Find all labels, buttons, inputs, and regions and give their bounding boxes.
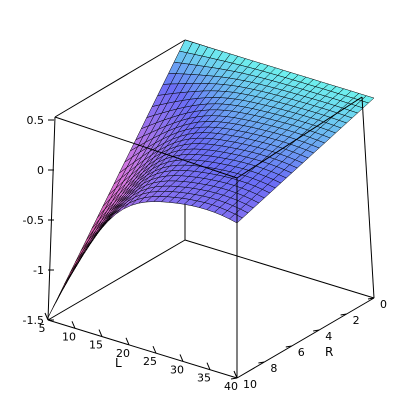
- box-edge-top-back-r: [54, 39, 186, 118]
- x-axis-label: L: [115, 356, 122, 370]
- y-tick-mark: [230, 377, 238, 380]
- box-edge-floor-front-r: [236, 297, 375, 379]
- y-axis-ticks: 0 2 4 6 8 10: [230, 297, 387, 391]
- x-tick-label: 35: [197, 372, 211, 385]
- x-tick-mark: [44, 312, 49, 321]
- y-tick-mark: [340, 313, 347, 316]
- plot-box-front: [47, 96, 375, 379]
- y-tick-label: 8: [270, 362, 277, 375]
- x-tick-label: 20: [116, 347, 130, 360]
- y-tick-label: 6: [298, 346, 305, 359]
- z-tick-label: -1: [33, 264, 44, 277]
- y-tick-label: 2: [353, 314, 360, 327]
- x-axis-ticks: 5 10 15 20 25 30 35 40: [39, 312, 238, 393]
- x-tick-label: 15: [89, 339, 103, 352]
- box-edge-top-front-l: [54, 116, 238, 179]
- y-tick-label: 0: [380, 298, 387, 311]
- x-tick-label: 30: [170, 363, 184, 376]
- y-tick-label: 10: [243, 378, 257, 391]
- x-tick-mark: [179, 354, 184, 362]
- x-tick-mark: [233, 370, 238, 379]
- x-tick-mark: [125, 337, 130, 346]
- y-tick-mark: [367, 297, 375, 300]
- z-tick-label: 0: [37, 164, 44, 177]
- z-tick-label: 0.5: [27, 114, 45, 127]
- surface-mesh: [47, 39, 375, 318]
- box-edge-front-right: [361, 96, 375, 299]
- x-tick-label: 25: [143, 355, 157, 368]
- x-tick-label: 40: [224, 380, 238, 393]
- box-edge-back-floor-l: [184, 239, 375, 299]
- x-tick-mark: [71, 321, 76, 329]
- z-tick-label: -1.5: [23, 314, 44, 327]
- box-edge-top-front-r: [236, 96, 363, 179]
- y-tick-label: 4: [325, 330, 332, 343]
- z-tick-label: -0.5: [23, 214, 44, 227]
- y-tick-mark: [285, 345, 292, 348]
- x-tick-mark: [206, 362, 211, 370]
- x-tick-label: 10: [62, 330, 76, 343]
- x-tick-mark: [152, 345, 157, 354]
- box-edge-front-left: [47, 116, 56, 321]
- y-tick-mark: [258, 361, 265, 364]
- box-edge-floor-front-l: [47, 319, 238, 379]
- z-axis-ticks: 0.5 0 -0.5 -1 -1.5: [23, 114, 54, 327]
- x-tick-mark: [98, 329, 103, 337]
- x-tick-label: 5: [39, 322, 46, 335]
- y-tick-mark: [313, 329, 320, 332]
- box-edge-back-floor-r: [47, 239, 186, 321]
- y-axis-label: R: [325, 345, 333, 359]
